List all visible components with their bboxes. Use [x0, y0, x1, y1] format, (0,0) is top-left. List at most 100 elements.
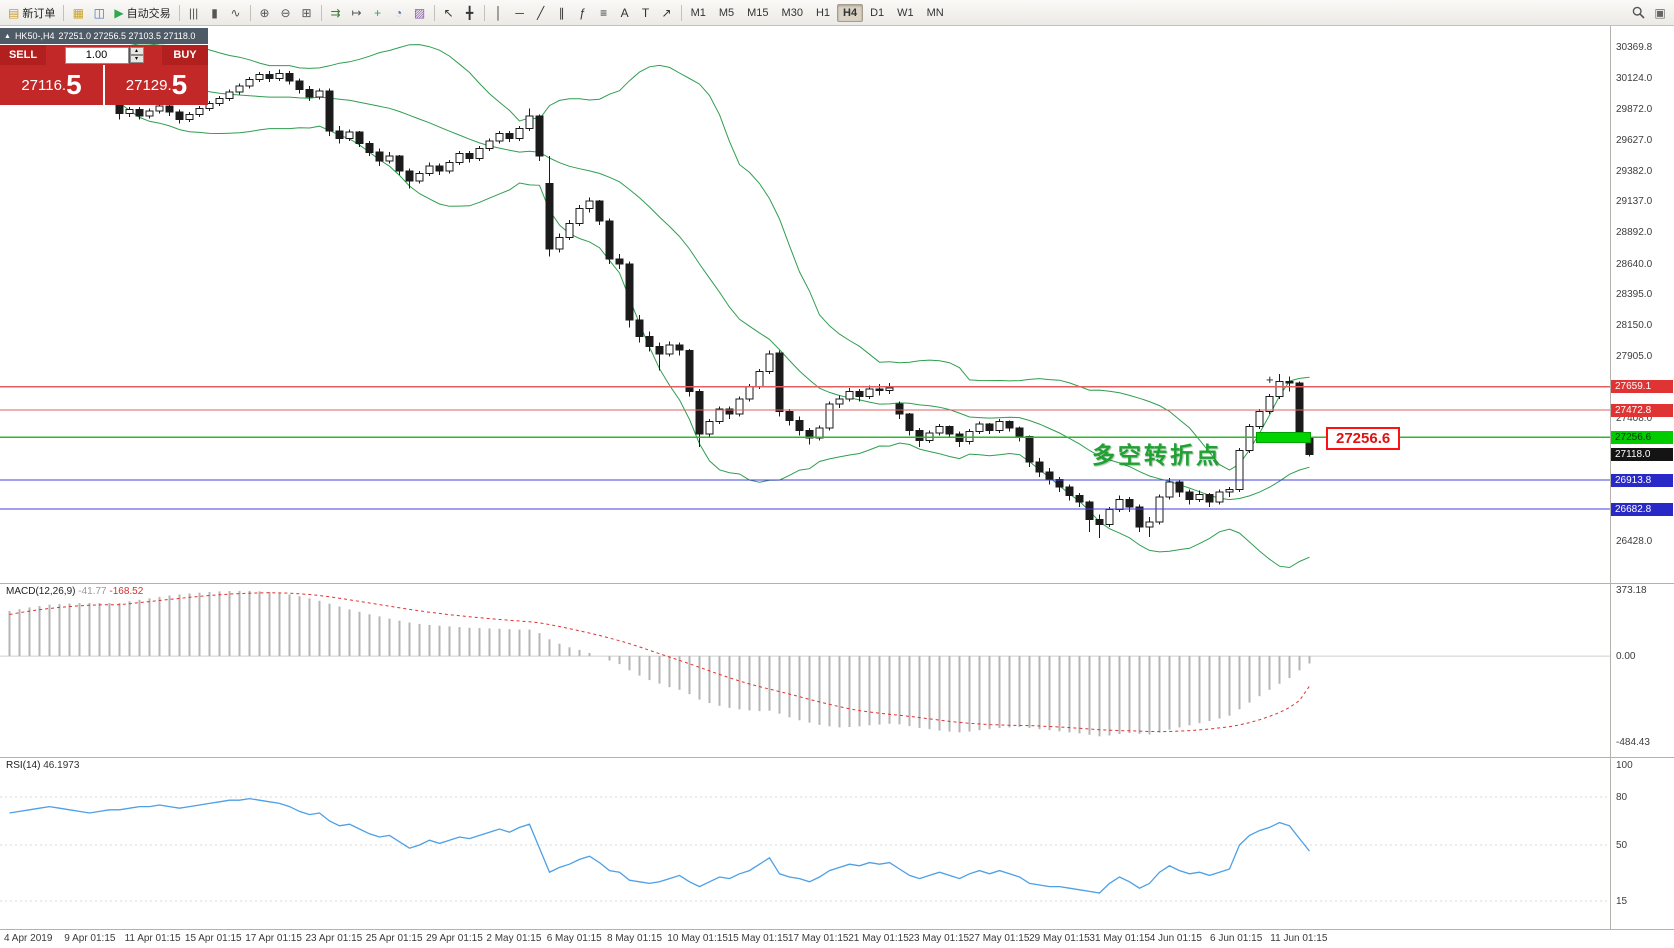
text-button[interactable]: A [615, 3, 635, 23]
crosshair-button[interactable]: ╋ [460, 3, 480, 23]
arrows-button[interactable]: ↗ [657, 3, 677, 23]
vertical-line-icon: │ [494, 5, 503, 20]
price-scale[interactable] [1611, 26, 1674, 929]
candles-mode-button[interactable]: ▮ [205, 3, 225, 23]
toolbar-right: ▣ [1628, 3, 1670, 23]
toolbar-separator [680, 4, 682, 21]
charts-group-icon: ▦ [72, 5, 85, 20]
text-label-button[interactable]: T [636, 3, 656, 23]
text-label-icon: T [641, 5, 650, 20]
macd-layer [0, 590, 1610, 737]
timeframe-MN[interactable]: MN [921, 4, 950, 22]
market-watch-button[interactable]: ◫ [89, 3, 109, 23]
new-order-button[interactable]: ▤ 新订单 [4, 3, 59, 23]
dock-window-button[interactable]: ▣ [1650, 3, 1670, 23]
sell-price[interactable]: 27116. 5 [0, 65, 103, 105]
sell-price-main: 27116. [21, 76, 67, 94]
zoom-out-button[interactable]: ⊖ [276, 3, 296, 23]
zoom-in-button[interactable]: ⊕ [255, 3, 275, 23]
macd-name: MACD(12,26,9) [6, 586, 76, 597]
templates-button[interactable]: ▨ [410, 3, 430, 23]
rsi-layer [0, 796, 1610, 902]
rsi-label: RSI(14) 46.1973 [6, 760, 79, 771]
buy-price[interactable]: 27129. 5 [105, 65, 208, 105]
trendline-button[interactable]: ╱ [531, 3, 551, 23]
one-click-trading-panel: SELL ▴ ▾ BUY 27116.5 27129.5 [0, 45, 208, 105]
volume-spinner: ▴ ▾ [129, 47, 144, 63]
timeframe-M5[interactable]: M5 [713, 4, 740, 22]
cursor-button[interactable]: ↖ [439, 3, 459, 23]
periods-icon: ◔ [394, 5, 403, 20]
channel-icon: ∥ [558, 5, 565, 20]
horizontal-line-button[interactable]: ─ [510, 3, 530, 23]
timeframe-W1[interactable]: W1 [891, 4, 920, 22]
rsi-line [9, 797, 1311, 894]
toolbar-separator [483, 4, 485, 21]
auto-scroll-icon: ⇉ [330, 5, 341, 20]
auto-scroll-button[interactable]: ⇉ [326, 3, 346, 23]
candles-mode-icon: ▮ [211, 5, 218, 20]
indicators-icon: + [374, 5, 382, 20]
periods-button[interactable]: ◔ [389, 3, 409, 23]
sell-button[interactable]: SELL [0, 45, 46, 65]
buy-button[interactable]: BUY [162, 45, 208, 65]
time-axis-separator [0, 929, 1674, 930]
search-icon [1632, 6, 1645, 19]
collapse-icon[interactable]: ▲ [4, 32, 11, 40]
text-icon: A [620, 5, 629, 20]
timeframe-H4[interactable]: H4 [837, 3, 864, 22]
toolbar-separator [249, 4, 251, 21]
auto-trading-button[interactable]: ▶ 自动交易 [110, 3, 174, 23]
zoom-in-icon: ⊕ [259, 5, 270, 20]
trendline-icon: ╱ [536, 5, 545, 20]
toolbar-separator [433, 4, 435, 21]
rsi-name: RSI(14) [6, 760, 41, 771]
horizontal-line-icon: ─ [515, 5, 524, 20]
chart-title-bar[interactable]: ▲ HK50-,H4 27251.0 27256.5 27103.5 27118… [0, 28, 208, 44]
objects-list-icon: ≡ [600, 5, 608, 20]
volume-up-button[interactable]: ▴ [129, 47, 144, 55]
chart-shift-icon: ↦ [351, 5, 362, 20]
macd-signal-value: -168.52 [109, 586, 144, 597]
bollinger-bands [9, 43, 1310, 569]
timeframe-H1[interactable]: H1 [810, 4, 836, 22]
auto-trading-icon: ▶ [114, 5, 124, 20]
new-order-label: 新订单 [22, 7, 56, 20]
level-lines [0, 386, 1610, 510]
search-button[interactable] [1628, 3, 1649, 23]
macd-panel-separator[interactable] [0, 583, 1674, 584]
timeframe-D1[interactable]: D1 [864, 4, 890, 22]
rsi-panel-separator[interactable] [0, 757, 1674, 758]
charts-group-button[interactable]: ▦ [68, 3, 88, 23]
indicators-button[interactable]: + [368, 3, 388, 23]
trade-panel-prices: 27116. 5 27129. 5 [0, 65, 208, 105]
volume-down-button[interactable]: ▾ [129, 55, 144, 63]
fibonacci-button[interactable]: ƒ [573, 3, 593, 23]
vertical-line-button[interactable]: │ [489, 3, 509, 23]
sell-price-big-digit: 5 [66, 69, 82, 100]
buy-price-big-digit: 5 [171, 69, 188, 100]
timeframe-buttons: M1 M5 M15 M30 H1 H4 D1 W1 MN [685, 3, 950, 22]
macd-signal-line [9, 592, 1310, 733]
bars-mode-button[interactable]: ||| [184, 3, 204, 23]
auto-trading-label: 自动交易 [126, 7, 171, 20]
templates-icon: ▨ [413, 5, 426, 20]
line-mode-icon: ∿ [230, 5, 241, 20]
timeframe-M1[interactable]: M1 [685, 4, 712, 22]
symbol-title: HK50-,H4 [14, 31, 55, 41]
line-mode-button[interactable]: ∿ [226, 3, 246, 23]
turning-point-marker[interactable] [1256, 431, 1311, 443]
volume-input[interactable] [64, 46, 129, 64]
channel-button[interactable]: ∥ [552, 3, 572, 23]
timeframe-M30[interactable]: M30 [776, 4, 809, 22]
timeframe-M15[interactable]: M15 [741, 4, 774, 22]
bars-mode-icon: ||| [188, 5, 199, 20]
cursor-icon: ↖ [443, 5, 454, 20]
macd-label: MACD(12,26,9) -41.77 -168.52 [6, 586, 143, 597]
price-tag-annotation[interactable]: 27256.6 [1326, 427, 1401, 450]
objects-list-button[interactable]: ≡ [594, 3, 614, 23]
crosshair-mark: + [1266, 372, 1274, 387]
tile-windows-button[interactable]: ⊞ [297, 3, 317, 23]
chart-shift-button[interactable]: ↦ [347, 3, 367, 23]
